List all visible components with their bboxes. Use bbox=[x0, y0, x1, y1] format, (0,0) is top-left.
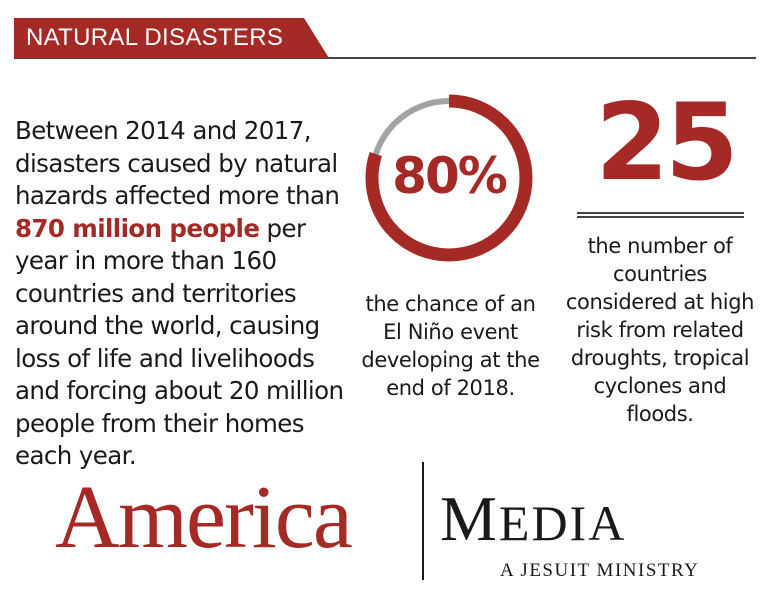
countries-count: 25 bbox=[595, 81, 739, 204]
section-title: NATURAL DISASTERS bbox=[14, 18, 329, 58]
media-logo-rest: EDIA bbox=[498, 495, 627, 551]
media-logo-initial: M bbox=[440, 483, 499, 554]
header-rule bbox=[14, 57, 756, 59]
countries-divider bbox=[577, 212, 744, 218]
intro-highlight: 870 million people bbox=[15, 213, 260, 243]
intro-text-start: Between 2014 and 2017, disasters caused … bbox=[15, 116, 340, 210]
logo-divider bbox=[422, 462, 424, 580]
countries-caption: the number of countries considered at hi… bbox=[565, 234, 755, 426]
probability-value: 80% bbox=[392, 147, 508, 205]
intro-paragraph: Between 2014 and 2017, disasters caused … bbox=[15, 115, 345, 473]
media-logo: MEDIA bbox=[440, 484, 626, 558]
donut-arc bbox=[365, 94, 533, 262]
logo-tagline: A JESUIT MINISTRY bbox=[500, 560, 700, 581]
probability-caption: the chance of an El Niño event developin… bbox=[361, 292, 540, 400]
probability-donut bbox=[365, 94, 533, 262]
intro-text-end: per year in more than 160 countries and … bbox=[15, 213, 344, 471]
america-logo: America bbox=[55, 468, 353, 567]
